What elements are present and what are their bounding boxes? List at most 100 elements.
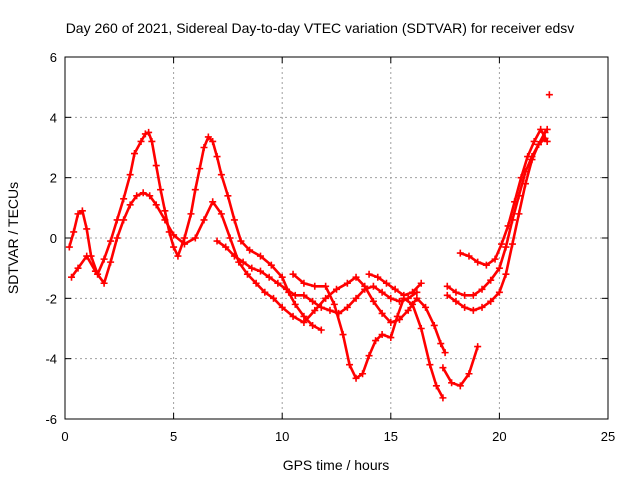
data-point — [508, 240, 516, 248]
data-point — [474, 258, 482, 266]
data-point — [126, 201, 134, 209]
data-point — [495, 288, 503, 296]
data-point — [145, 128, 153, 136]
data-point — [461, 303, 469, 311]
data-point — [213, 153, 221, 161]
data-point — [439, 394, 447, 402]
series-satellite-track-1 — [65, 128, 325, 334]
data-point — [68, 273, 76, 281]
data-point — [543, 137, 551, 145]
data-point — [70, 228, 78, 236]
data-point — [180, 234, 188, 242]
data-point — [517, 174, 525, 182]
series-line — [215, 239, 419, 315]
data-point — [343, 303, 351, 311]
data-point — [113, 234, 121, 242]
data-point — [91, 267, 99, 275]
data-point — [180, 240, 188, 248]
data-point — [200, 144, 208, 151]
data-point — [131, 150, 139, 158]
data-point — [365, 352, 373, 360]
data-point — [289, 270, 297, 278]
series-line — [291, 272, 445, 400]
series-line — [446, 137, 547, 297]
y-tick-label: 4 — [50, 110, 57, 125]
data-point — [217, 171, 225, 179]
data-point — [256, 252, 264, 260]
data-point — [378, 309, 386, 317]
data-point — [152, 162, 160, 170]
x-axis-label: GPS time / hours — [283, 457, 390, 473]
x-tick-label: 0 — [61, 429, 68, 444]
data-point — [107, 237, 115, 245]
data-point — [256, 267, 264, 275]
data-point — [187, 210, 195, 218]
data-point — [443, 282, 451, 290]
y-tick-label: 0 — [50, 231, 57, 246]
data-point — [146, 192, 154, 200]
data-point — [120, 195, 128, 203]
data-point — [452, 297, 460, 305]
y-tick-label: -6 — [45, 412, 57, 427]
data-point — [78, 207, 86, 215]
data-point — [204, 133, 212, 141]
data-point — [300, 312, 308, 320]
data-point — [461, 291, 469, 299]
data-point — [430, 321, 438, 329]
x-tick-label: 25 — [601, 429, 615, 444]
data-point — [137, 137, 145, 145]
data-point — [278, 273, 286, 281]
data-point — [217, 210, 225, 218]
data-point — [252, 279, 260, 287]
data-point — [361, 285, 369, 293]
data-point — [230, 216, 238, 224]
data-point — [437, 340, 445, 348]
data-point — [309, 321, 317, 329]
series-satellite-track-2 — [68, 189, 449, 357]
data-point — [465, 370, 473, 378]
data-point — [283, 285, 291, 293]
data-series — [65, 91, 553, 402]
data-point — [209, 198, 217, 206]
data-point — [139, 189, 147, 197]
data-point — [469, 291, 477, 299]
x-tick-label: 20 — [492, 429, 506, 444]
y-tick-label: -2 — [45, 291, 57, 306]
data-point — [230, 252, 238, 260]
data-point — [191, 186, 199, 194]
data-point — [148, 137, 156, 145]
series-line — [70, 191, 447, 354]
data-point — [265, 273, 273, 281]
data-point — [524, 153, 532, 161]
y-tick-label: 2 — [50, 171, 57, 186]
data-point — [237, 237, 245, 245]
data-point — [452, 288, 460, 296]
data-point — [300, 291, 308, 299]
data-point — [333, 285, 340, 293]
data-point — [469, 306, 477, 314]
data-point — [545, 91, 553, 99]
data-point — [443, 291, 451, 299]
data-point — [291, 291, 299, 299]
axis-ticks: 0 5 10 15 20 25 -6 -4 -2 0 2 4 6 — [45, 50, 615, 444]
data-point — [213, 237, 221, 245]
data-point — [448, 379, 456, 387]
data-point — [65, 243, 73, 251]
data-point — [465, 252, 473, 260]
data-point — [267, 261, 275, 269]
x-tick-label: 10 — [275, 429, 289, 444]
data-point — [487, 276, 495, 284]
data-point — [359, 370, 367, 378]
data-point — [161, 207, 169, 215]
data-point — [409, 300, 417, 308]
data-point — [243, 270, 251, 278]
y-axis-label: SDTVAR / TECUs — [5, 182, 21, 294]
data-point — [133, 192, 141, 200]
data-point — [209, 137, 217, 145]
data-point — [289, 312, 297, 320]
data-point — [543, 125, 551, 133]
series-outlier-point — [545, 91, 553, 99]
data-point — [393, 312, 401, 320]
data-point — [441, 349, 449, 357]
